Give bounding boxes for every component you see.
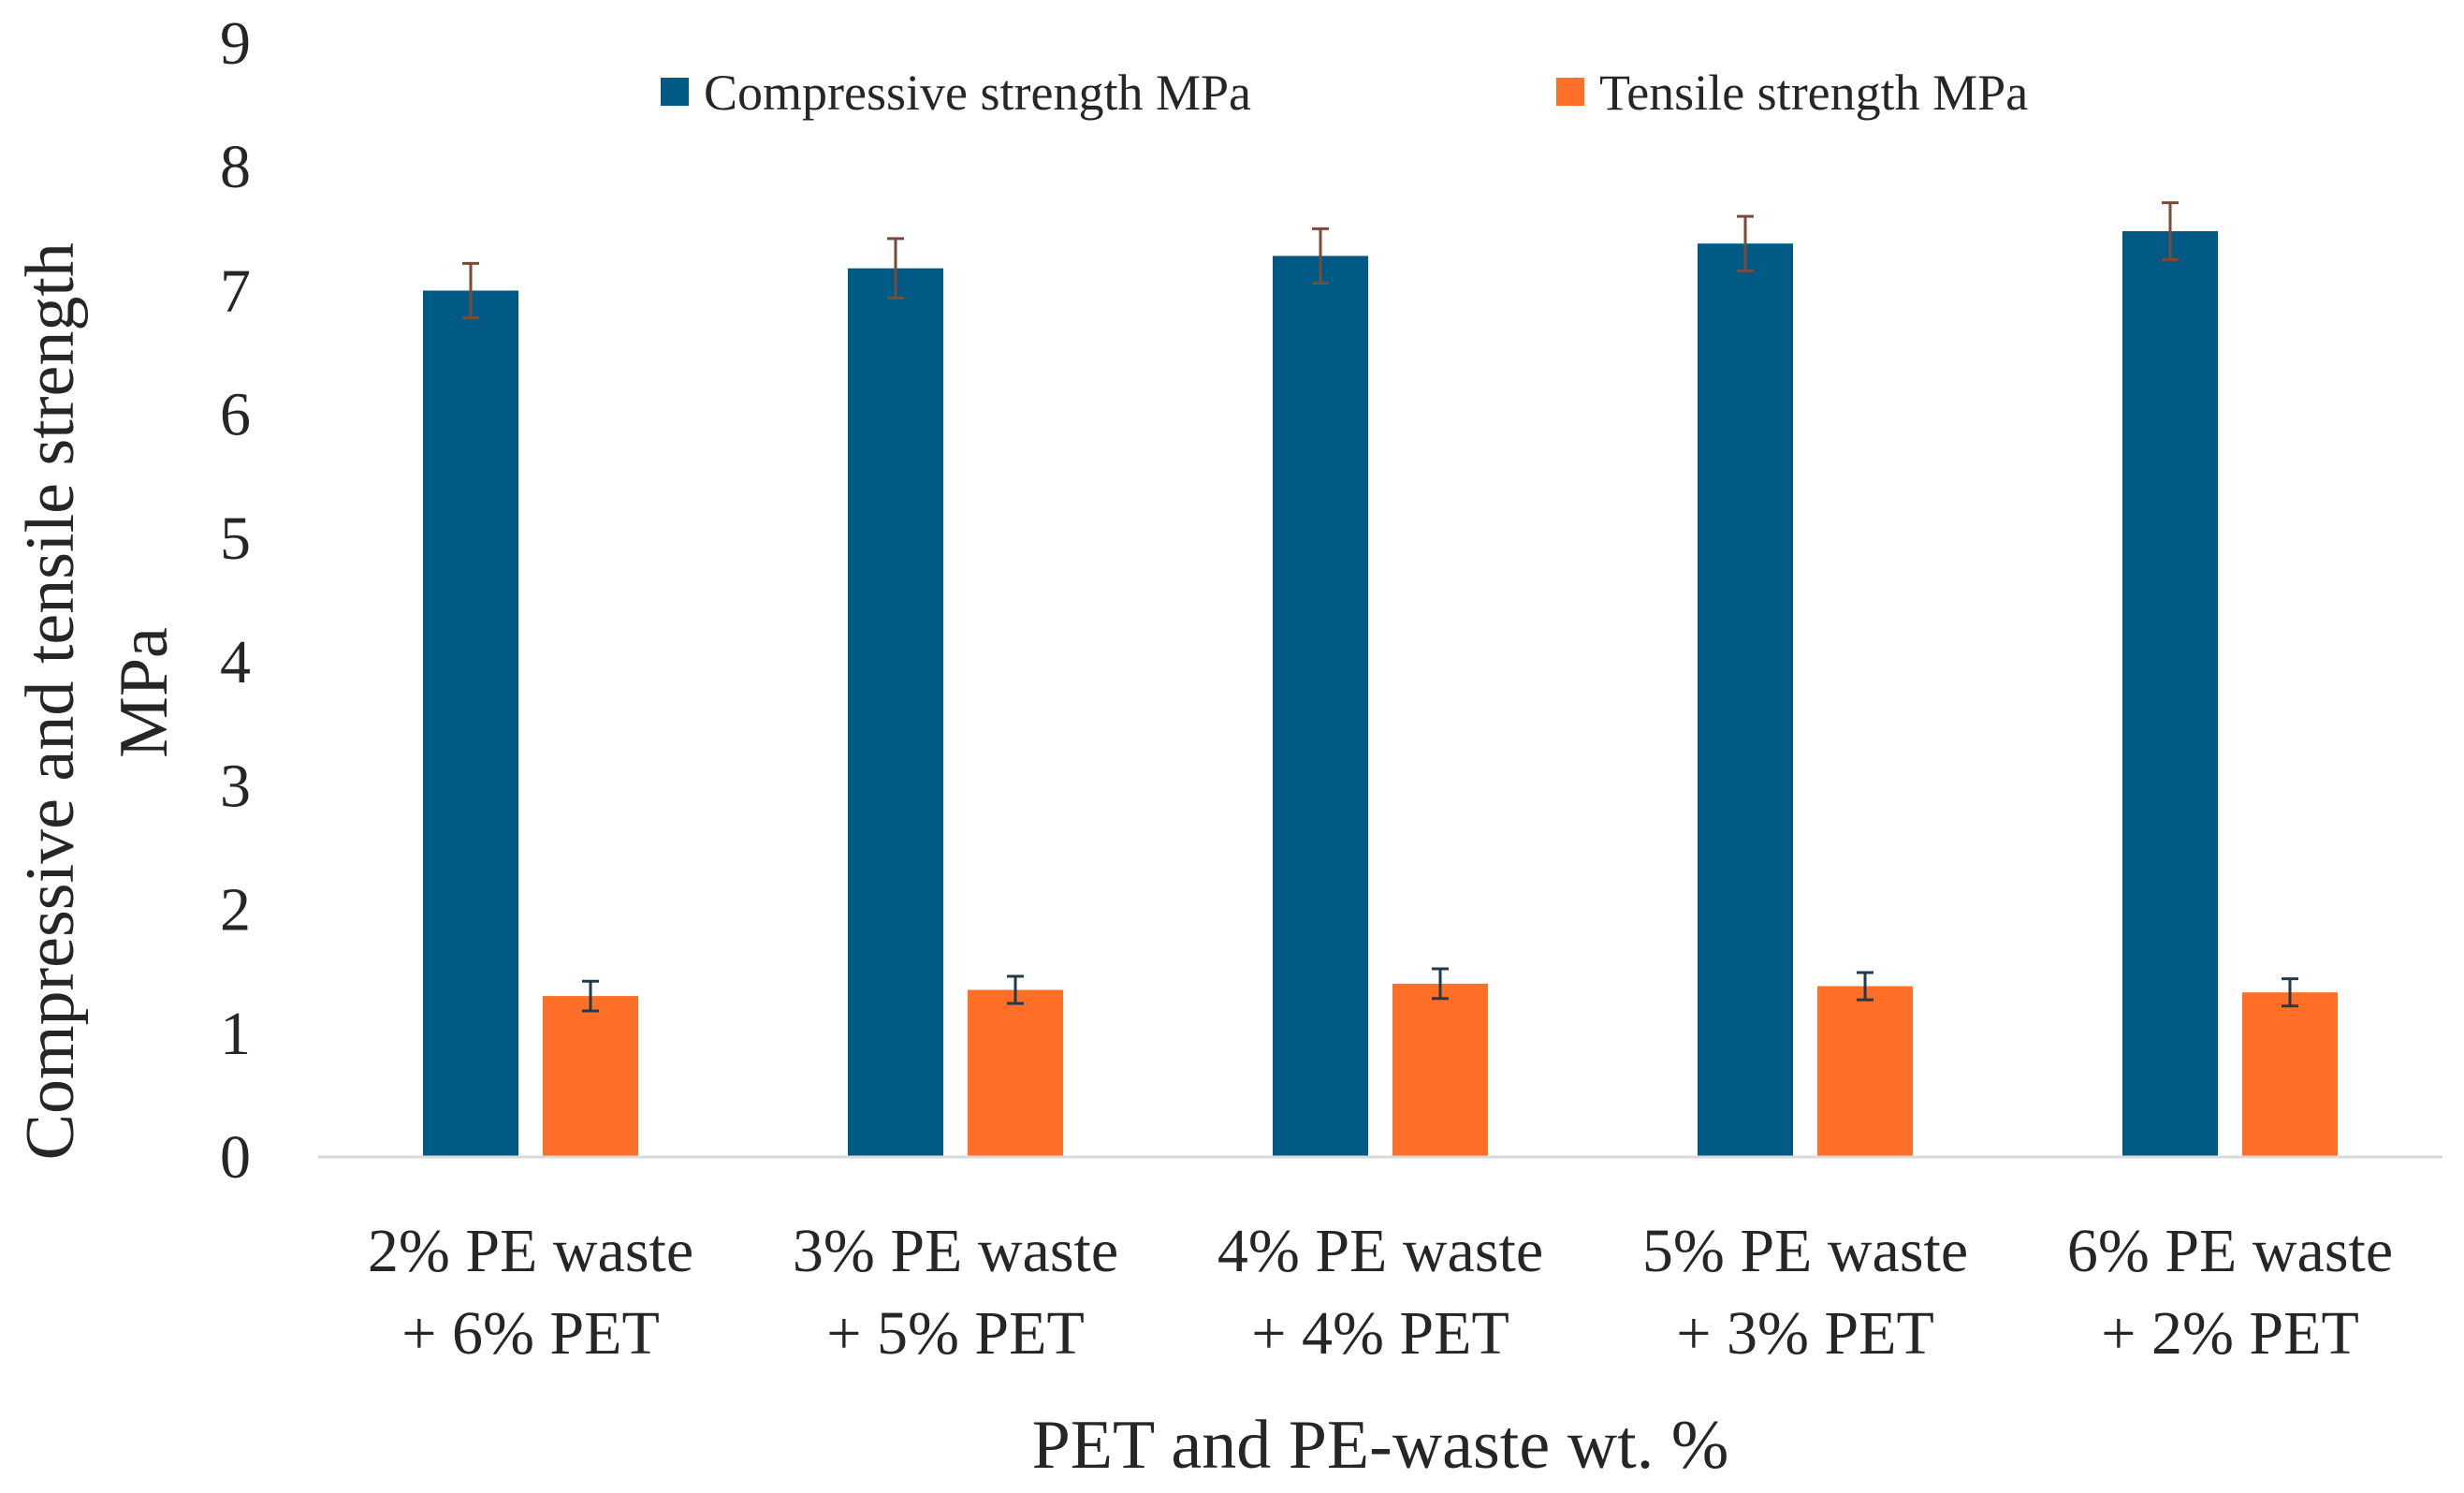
x-category-label-line1: 5% PE waste (1642, 1217, 1968, 1285)
bar-tensile (2242, 992, 2338, 1157)
error-bar (2162, 201, 2179, 261)
y-tick-label: 3 (220, 752, 251, 820)
y-tick-label: 8 (220, 133, 251, 201)
error-bars (462, 201, 2298, 1013)
error-bar (582, 979, 599, 1013)
y-axis-ticks: 0 1 2 3 4 5 6 7 8 9 (220, 9, 251, 1192)
bar-tensile (968, 989, 1063, 1157)
error-bar (1857, 971, 1874, 1002)
legend-label-compressive: Compressive strength MPa (704, 65, 1251, 121)
x-category-label-line2: + 4% PET (1251, 1299, 1509, 1368)
bars (423, 230, 2338, 1158)
legend-swatch-tensile (1556, 78, 1584, 106)
bar-compressive (2122, 230, 2218, 1157)
y-tick-label: 0 (220, 1123, 251, 1192)
y-tick-label: 5 (220, 505, 251, 573)
x-category-label-line2: + 2% PET (2101, 1299, 2359, 1368)
error-bar (1432, 967, 1449, 1001)
y-axis-title-line2: MPa (106, 627, 182, 758)
bar-tensile (543, 996, 638, 1157)
y-tick-label: 7 (220, 256, 251, 325)
error-bar (462, 261, 479, 320)
x-category-label-line1: 2% PE waste (368, 1217, 693, 1285)
x-category-label-line1: 3% PE waste (793, 1217, 1118, 1285)
y-tick-label: 4 (220, 628, 251, 696)
bar-tensile (1817, 986, 1913, 1157)
x-category-label-line2: + 6% PET (401, 1299, 660, 1368)
y-tick-label: 6 (220, 381, 251, 449)
error-bar (1312, 227, 1329, 285)
y-axis-title-line1: Compressive and tensile strength (12, 242, 89, 1160)
x-category-label-line2: + 5% PET (826, 1299, 1085, 1368)
x-category-label-line1: 6% PE waste (2067, 1217, 2393, 1285)
x-axis-title: PET and PE-waste wt. % (1032, 1407, 1729, 1484)
y-tick-label: 1 (220, 1000, 251, 1068)
error-bar (887, 237, 904, 300)
y-tick-label: 2 (220, 876, 251, 944)
error-bar (1737, 214, 1754, 272)
bar-compressive (848, 268, 943, 1158)
legend-swatch-compressive (661, 78, 689, 106)
x-category-label-line1: 4% PE waste (1217, 1217, 1543, 1285)
y-tick-label: 9 (220, 9, 251, 78)
bar-compressive (1273, 256, 1368, 1157)
bar-tensile (1392, 983, 1488, 1157)
bar-compressive (423, 290, 518, 1157)
legend-label-tensile: Tensile strength MPa (1599, 65, 2028, 121)
bar-compressive (1698, 243, 1793, 1157)
error-bar (1007, 974, 1024, 1005)
legend: Compressive strength MPa Tensile strength… (661, 65, 2028, 121)
x-category-label-line2: + 3% PET (1676, 1299, 1934, 1368)
x-axis-category-labels: 2% PE waste + 6% PET 3% PE waste + 5% PET 4%… (368, 1217, 2393, 1368)
y-axis-title: Compressive and tensile strength MPa (12, 226, 182, 1161)
error-bar (2282, 977, 2298, 1008)
